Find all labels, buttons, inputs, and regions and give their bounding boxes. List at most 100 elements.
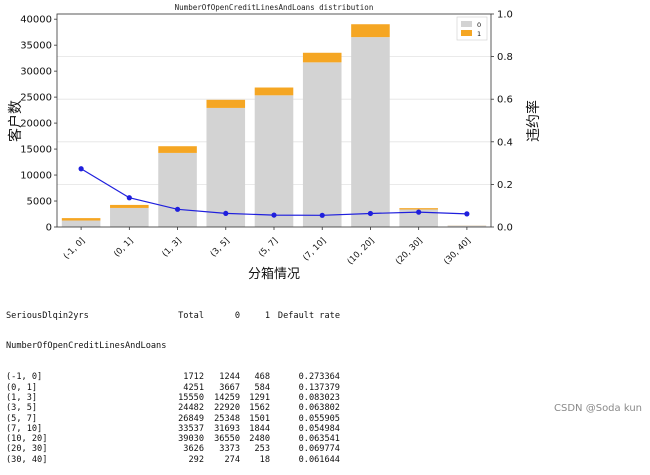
table-cell-label: (1, 3] xyxy=(6,393,146,403)
table-cell-one: 1562 xyxy=(240,403,270,413)
x-tick-label: (7, 10] xyxy=(301,236,328,263)
table-cell-rate: 0.273364 xyxy=(270,372,340,382)
table-cell-total: 3626 xyxy=(146,444,204,454)
y-tick-label: 5000 xyxy=(27,197,52,208)
chart: NumberOfOpenCreditLinesAndLoans distribu… xyxy=(0,0,650,290)
table-cell-zero: 36550 xyxy=(204,434,240,444)
y-tick-label: 25000 xyxy=(20,93,52,104)
y2-tick-label: 0.0 xyxy=(497,223,513,234)
bar-series-1 xyxy=(303,53,342,63)
table-cell-label: (7, 10] xyxy=(6,424,146,434)
table-cell-total: 26849 xyxy=(146,414,204,424)
bar-series-0 xyxy=(110,208,149,227)
table-cell-total: 292 xyxy=(146,455,204,465)
legend-label: 1 xyxy=(477,30,481,38)
table-cell-rate: 0.061644 xyxy=(270,455,340,465)
chart-title: NumberOfOpenCreditLinesAndLoans distribu… xyxy=(175,3,374,12)
table-header-rate: Default rate xyxy=(270,311,340,321)
table-cell-rate: 0.054984 xyxy=(270,424,340,434)
bars xyxy=(62,24,486,227)
table-cell-zero: 3373 xyxy=(204,444,240,454)
table-cell-one: 18 xyxy=(240,455,270,465)
x-tick-label: (0, 1] xyxy=(112,236,135,259)
default-rate-point xyxy=(127,195,132,200)
bar-series-0 xyxy=(351,37,390,227)
table-cell-label: (10, 20] xyxy=(6,434,146,444)
bar-series-1 xyxy=(351,24,390,37)
bar-series-1 xyxy=(399,208,438,209)
default-rate-point xyxy=(223,211,228,216)
table-cell-total: 39030 xyxy=(146,434,204,444)
table-cell-zero: 3667 xyxy=(204,383,240,393)
table-cell-zero: 1244 xyxy=(204,372,240,382)
bar-series-1 xyxy=(110,205,149,208)
table-cell-total: 1712 xyxy=(146,372,204,382)
y2-tick-label: 0.6 xyxy=(497,95,513,106)
table-cell-total: 4251 xyxy=(146,383,204,393)
y-tick-label: 0 xyxy=(46,223,52,234)
table-cell-rate: 0.137379 xyxy=(270,383,340,393)
table-cell-one: 253 xyxy=(240,444,270,454)
default-rate-point xyxy=(175,207,180,212)
legend-label: 0 xyxy=(477,21,481,29)
y-tick-label: 20000 xyxy=(20,119,52,130)
legend-box xyxy=(457,17,487,40)
table-cell-one: 1291 xyxy=(240,393,270,403)
default-rate-table: SeriousDlqin2yrs Total 0 1 Default rate … xyxy=(6,290,340,475)
x-tick-label: (1, 3] xyxy=(160,236,183,259)
table-header-one: 1 xyxy=(240,311,270,321)
table-header-label: SeriousDlqin2yrs xyxy=(6,311,146,321)
table-cell-one: 1844 xyxy=(240,424,270,434)
table-cell-label: (-1, 0] xyxy=(6,372,146,382)
bar-series-1 xyxy=(206,100,245,108)
default-rate-point xyxy=(464,211,469,216)
table-header-zero: 0 xyxy=(204,311,240,321)
table-cell-zero: 25348 xyxy=(204,414,240,424)
bar-series-0 xyxy=(303,62,342,227)
table-index-name-row: NumberOfOpenCreditLinesAndLoans xyxy=(6,341,340,351)
x-tick-label: (30, 40] xyxy=(442,236,473,267)
table-cell-label: (20, 30] xyxy=(6,444,146,454)
watermark: CSDN @Soda kun xyxy=(554,403,642,414)
y2-tick-label: 0.8 xyxy=(497,52,513,63)
y-tick-label: 40000 xyxy=(20,15,52,26)
legend: 01 xyxy=(457,17,487,40)
y-tick-label: 15000 xyxy=(20,145,52,156)
table-header-total: Total xyxy=(146,311,204,321)
default-rate-point xyxy=(368,211,373,216)
table-cell-total: 15550 xyxy=(146,393,204,403)
table-cell-rate: 0.055905 xyxy=(270,414,340,424)
legend-swatch xyxy=(461,30,472,36)
legend-swatch xyxy=(461,21,472,27)
x-tick-label: (5, 7] xyxy=(257,236,280,259)
bar-series-0 xyxy=(158,153,197,227)
y-tick-label: 35000 xyxy=(20,41,52,52)
x-tick-label: (20, 30] xyxy=(394,236,425,267)
default-rate-point xyxy=(416,210,421,215)
bar-series-0 xyxy=(206,108,245,227)
table-header-row: SeriousDlqin2yrs Total 0 1 Default rate xyxy=(6,311,340,321)
y-axis-label: 客户数 xyxy=(7,100,24,142)
table-cell-rate: 0.063802 xyxy=(270,403,340,413)
x-axis-label: 分箱情况 xyxy=(248,266,300,282)
table-cell-label: (3, 5] xyxy=(6,403,146,413)
bar-series-1 xyxy=(158,146,197,153)
y-tick-label: 30000 xyxy=(20,67,52,78)
table-index-name: NumberOfOpenCreditLinesAndLoans xyxy=(6,341,166,351)
default-rate-point xyxy=(320,213,325,218)
table-cell-one: 2480 xyxy=(240,434,270,444)
table-cell-rate: 0.063541 xyxy=(270,434,340,444)
y-tick-label: 10000 xyxy=(20,171,52,182)
table-cell-total: 24482 xyxy=(146,403,204,413)
x-tick-label: (3, 5] xyxy=(209,236,232,259)
table-cell-rate: 0.069774 xyxy=(270,444,340,454)
